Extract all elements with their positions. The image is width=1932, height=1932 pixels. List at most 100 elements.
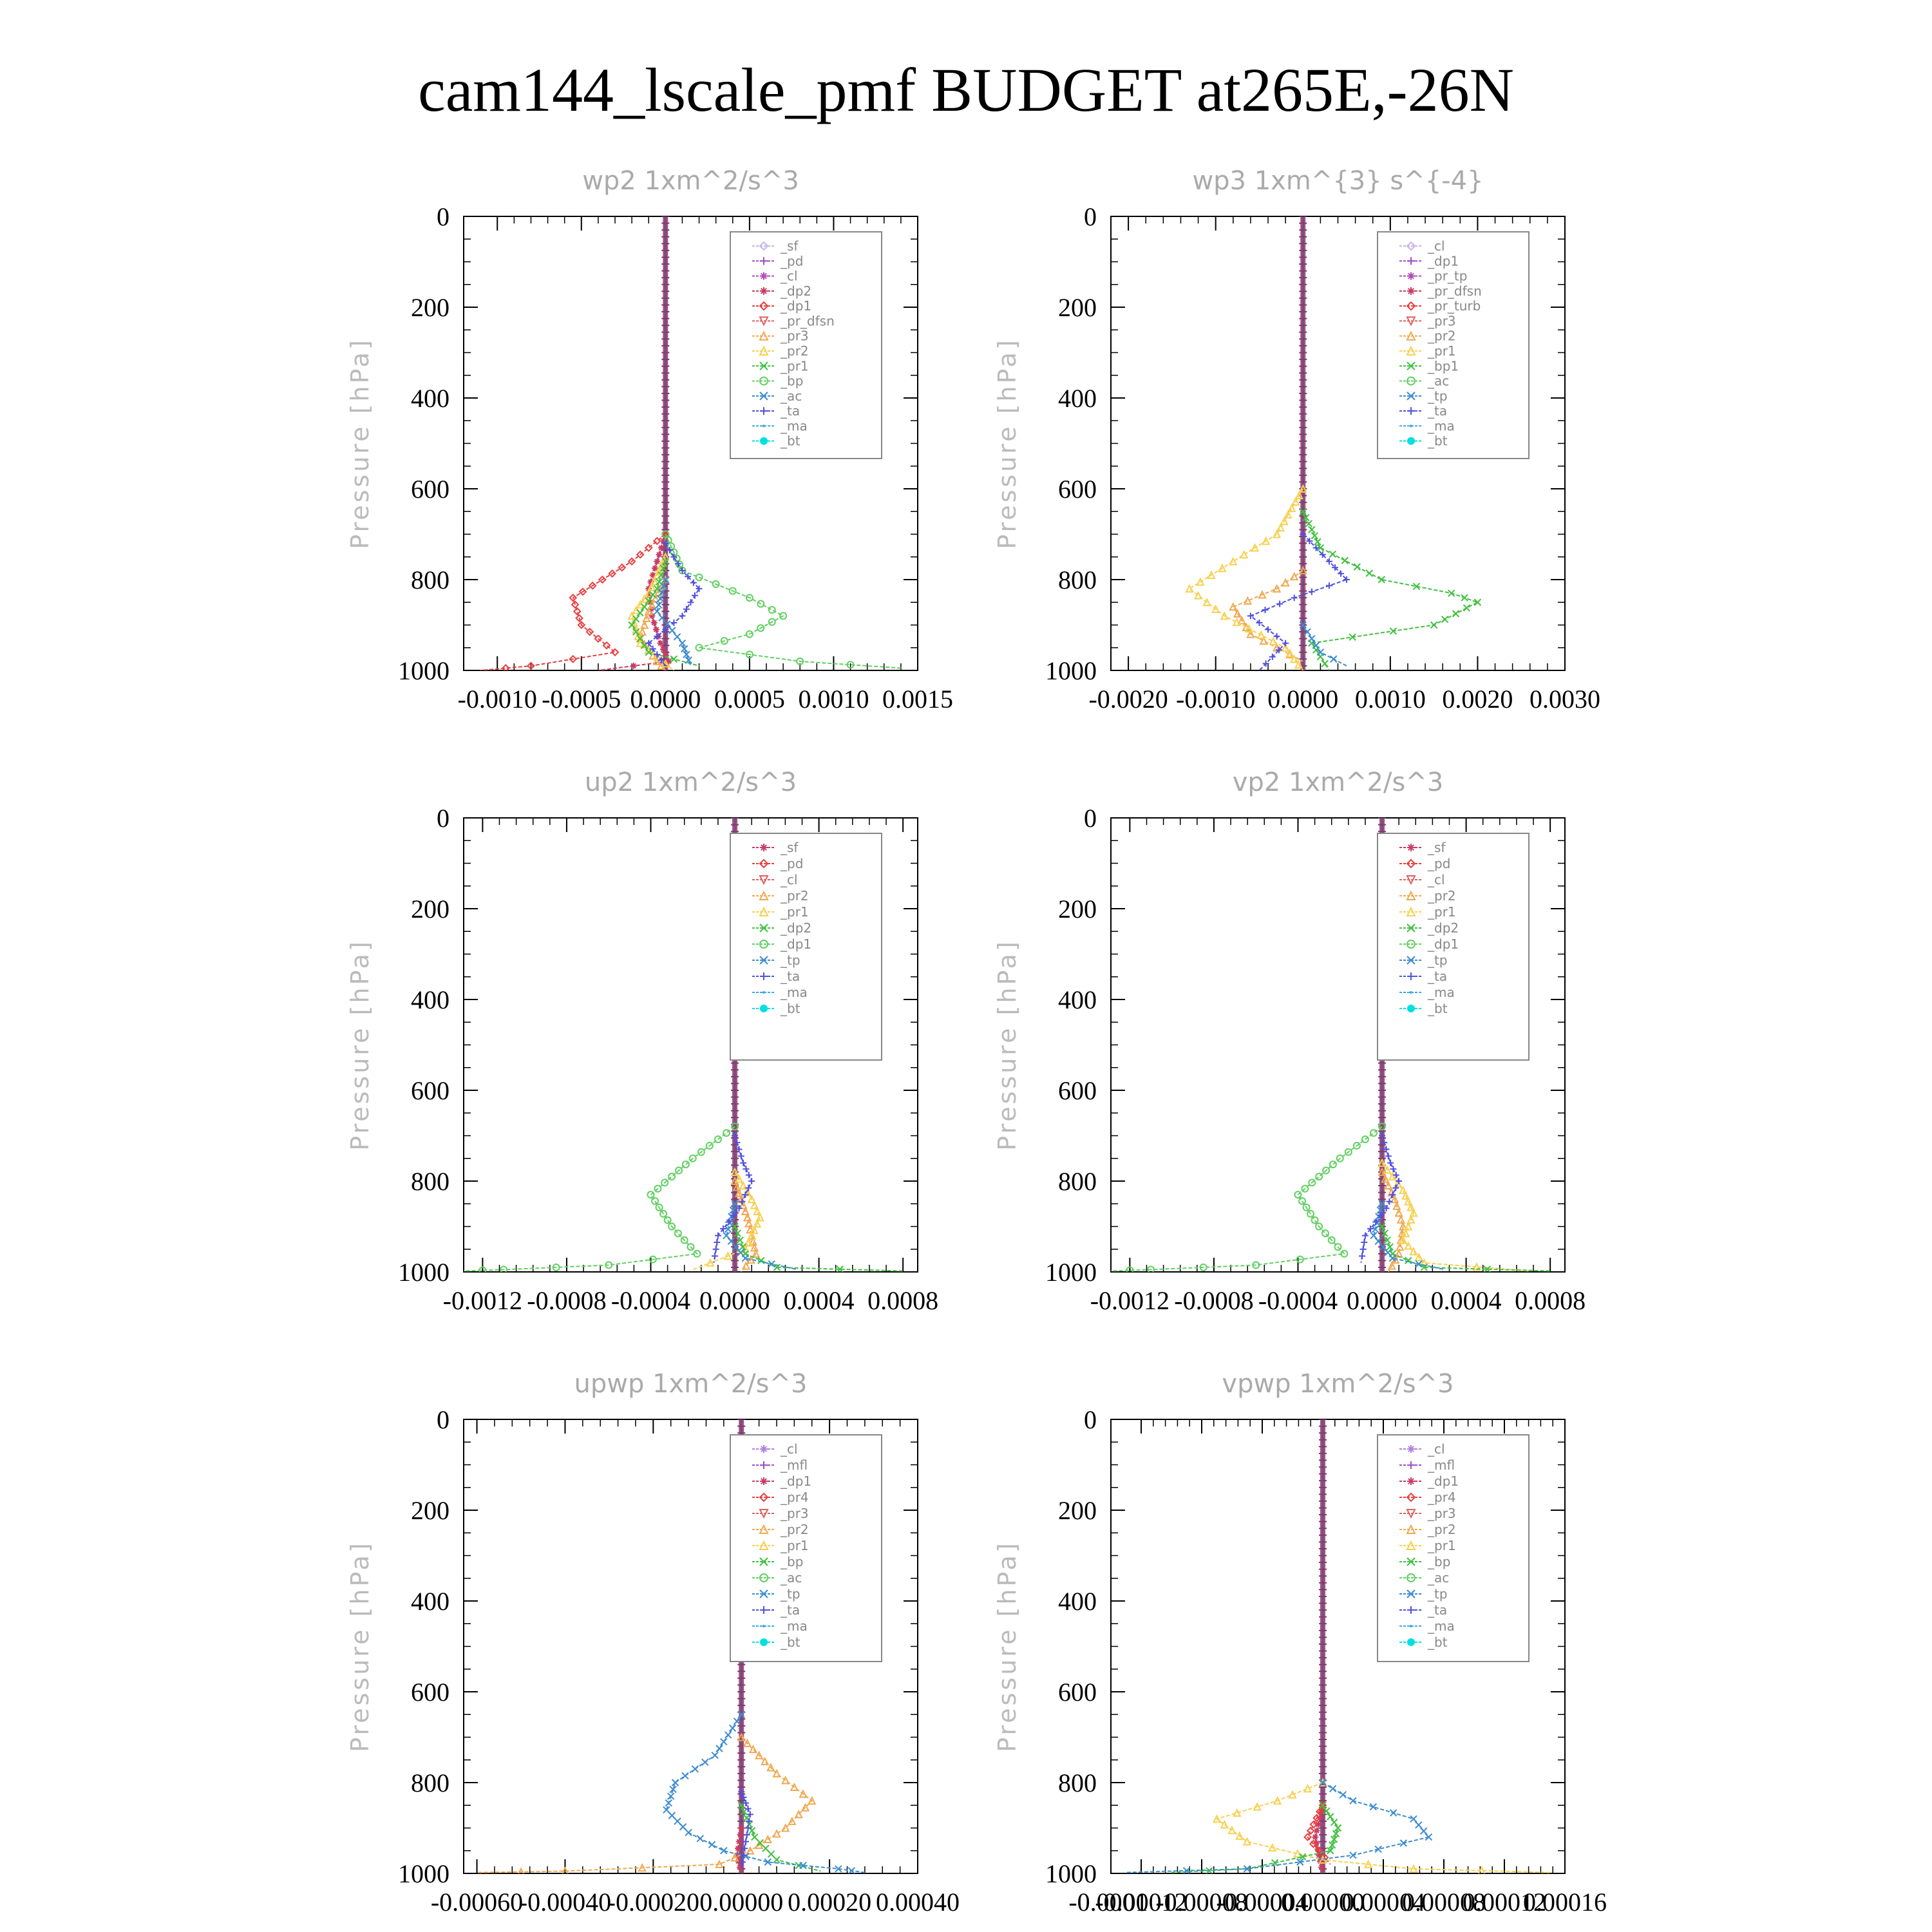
- legend-marker: [759, 1524, 769, 1534]
- legend-marker: [760, 1477, 768, 1485]
- data-point: [732, 1132, 739, 1139]
- data-point: [1399, 1222, 1408, 1231]
- x-tick-label: 0.00016: [1523, 1888, 1607, 1917]
- data-point: [796, 657, 804, 665]
- legend-marker: [760, 972, 768, 980]
- data-point: [740, 1808, 748, 1815]
- data-point: [661, 1179, 669, 1187]
- x-tick-label: -0.00020: [607, 1888, 699, 1917]
- data-point: [715, 1859, 724, 1868]
- data-point: [1323, 1807, 1331, 1815]
- data-point: [1296, 1858, 1304, 1866]
- legend-entry: _pr2: [1399, 328, 1456, 344]
- data-point: [669, 1785, 677, 1794]
- data-point: [734, 1852, 741, 1859]
- data-point: [712, 1245, 719, 1253]
- data-point: [733, 1718, 741, 1725]
- data-point: [751, 1833, 759, 1841]
- data-point: [772, 1768, 781, 1777]
- legend-label: _bp: [780, 374, 803, 389]
- data-point: [661, 558, 670, 565]
- legend: _sf_pd_cl_pr2_pr1_dp2_dp1_tp_ta_ma_bt: [730, 833, 882, 1061]
- data-point: [799, 1861, 807, 1870]
- data-point: [687, 599, 694, 606]
- data-point: [660, 582, 668, 590]
- legend-entry: _pr1: [1399, 343, 1456, 359]
- data-point: [668, 1172, 676, 1180]
- series-line: [598, 531, 672, 670]
- data-point: [578, 587, 587, 596]
- legend-label: _mfl: [780, 1457, 808, 1473]
- data-point: [764, 1858, 772, 1866]
- data-point: [737, 1832, 744, 1839]
- legend-entry: _sf: [752, 238, 799, 254]
- legend-entry: _sf: [1399, 840, 1446, 855]
- legend-entry: _dp2: [752, 283, 811, 299]
- data-point: [527, 661, 535, 670]
- series-line: [1126, 1779, 1433, 1873]
- legend-label: _ta: [1427, 403, 1447, 419]
- legend-marker: [759, 940, 768, 949]
- data-point: [1298, 1853, 1307, 1861]
- legend-label: _dp2: [780, 283, 811, 299]
- data-point: [602, 641, 611, 650]
- data-point: [1399, 1185, 1408, 1195]
- data-point: [1193, 591, 1203, 600]
- data-point: [608, 569, 617, 578]
- data-point: [738, 1788, 745, 1795]
- data-point: [670, 553, 677, 560]
- data-point: [663, 1216, 672, 1224]
- data-point: [1381, 1229, 1388, 1237]
- legend-entry: _ma: [1399, 418, 1455, 433]
- legend-entry: _pr2: [752, 343, 809, 359]
- data-point: [734, 1174, 744, 1183]
- data-point: [1240, 549, 1249, 559]
- panel-title: upwp 1xm^2/s^3: [574, 1369, 808, 1399]
- legend-entry: _ma: [752, 1618, 808, 1634]
- data-point: [1259, 636, 1268, 645]
- data-point: [1378, 1122, 1387, 1131]
- y-tick-label: 200: [1058, 1496, 1097, 1525]
- x-tick-label: -0.0001: [1068, 1888, 1148, 1917]
- data-point: [1369, 1803, 1378, 1811]
- y-axis-label: Pressure [hPa]: [993, 939, 1021, 1151]
- data-point: [687, 1243, 695, 1251]
- data-point: [632, 628, 640, 636]
- data-point: [674, 1817, 681, 1825]
- legend-label: _bp: [780, 1554, 803, 1569]
- x-tick-label: 0.0000: [699, 1286, 770, 1315]
- data-point: [1378, 1211, 1385, 1218]
- data-point: [696, 1835, 705, 1842]
- x-tick-label: 0.0015: [882, 685, 953, 714]
- y-tick-label: 0: [437, 202, 450, 231]
- data-point: [575, 614, 583, 623]
- data-point: [1329, 1785, 1337, 1793]
- data-point: [741, 1845, 748, 1852]
- legend-marker: [1410, 424, 1412, 428]
- data-point: [1312, 641, 1320, 649]
- legend-entry: _cl: [752, 1441, 798, 1457]
- data-point: [1329, 550, 1337, 558]
- data-point: [741, 1255, 750, 1262]
- data-point: [1212, 1814, 1222, 1823]
- legend-label: _bt: [780, 1634, 800, 1650]
- x-tick-label: 0.00020: [788, 1888, 871, 1917]
- legend-entry: _dp1: [1399, 936, 1459, 952]
- series-line: [464, 1122, 739, 1272]
- data-point: [1308, 526, 1316, 534]
- data-point: [701, 1758, 709, 1766]
- legend-marker: [759, 1589, 768, 1598]
- data-point: [1233, 609, 1242, 618]
- legend-marker: [759, 1573, 768, 1582]
- legend-marker: [759, 906, 769, 916]
- legend-label: _dp1: [780, 1473, 811, 1489]
- data-point: [645, 597, 652, 605]
- data-point: [714, 1135, 722, 1144]
- data-point: [1272, 583, 1282, 593]
- x-tick-label: 0.0004: [784, 1286, 855, 1315]
- data-point: [757, 600, 765, 608]
- legend-marker: [759, 1492, 769, 1502]
- x-tick-label: 0.0000: [630, 685, 701, 714]
- data-point: [708, 1841, 716, 1849]
- data-point: [605, 1261, 613, 1269]
